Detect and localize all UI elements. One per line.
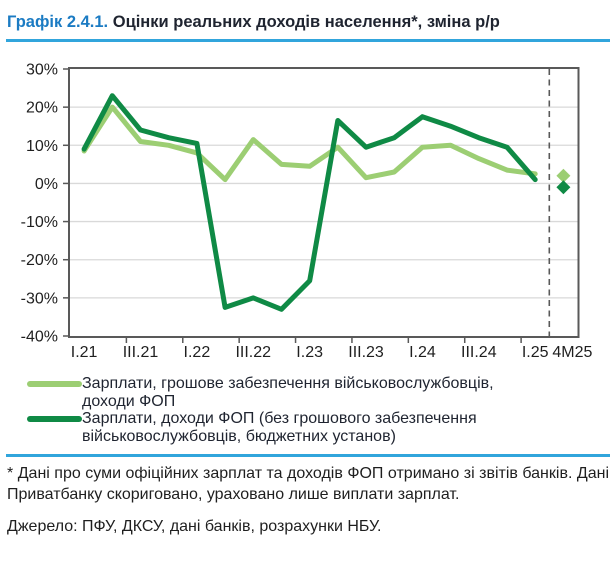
y-axis-label: 10% [26, 138, 58, 155]
y-axis-label: 0% [35, 176, 58, 193]
source-line: Джерело: ПФУ, ДКСУ, дані банків, розраху… [7, 518, 382, 535]
legend-item: Зарплати, грошове забезпечення військово… [27, 375, 616, 410]
x-axis-label: 4M25 [552, 344, 592, 361]
series-line-1 [81, 93, 538, 312]
footer-rule [6, 454, 610, 457]
y-axis-label: -20% [21, 252, 58, 269]
x-axis-label: III.21 [123, 344, 159, 361]
x-axis-label: III.22 [235, 344, 271, 361]
series-marker-0 [556, 168, 571, 183]
y-axis-label: 20% [26, 100, 58, 117]
x-axis-label: I.22 [184, 344, 211, 361]
plot-border [68, 67, 580, 338]
y-axis-label: -30% [21, 290, 58, 307]
legend-swatch-dark-green [27, 416, 82, 422]
title-rule [6, 39, 610, 42]
legend-label: Зарплати, доходи ФОП (без грошового забе… [82, 410, 477, 445]
figure-number: Графік 2.4.1. [7, 13, 109, 31]
x-axis-label: I.23 [296, 344, 323, 361]
x-axis-label: I.24 [409, 344, 436, 361]
legend: Зарплати, грошове забезпечення військово… [27, 375, 616, 445]
legend-item: Зарплати, доходи ФОП (без грошового забе… [27, 410, 616, 445]
chart: 30% 20% 10% 0% -10% -20% -30% -40% I.21 III.21 I.2… [21, 62, 593, 362]
legend-label: Зарплати, грошове забезпечення військово… [82, 375, 494, 410]
y-axis-label: 30% [26, 62, 58, 79]
x-axis-label: I.21 [71, 344, 98, 361]
figure-title-text: Оцінки реальних доходів населення*, змін… [112, 13, 500, 31]
legend-swatch-light-green [27, 381, 82, 387]
x-axis-label: III.24 [461, 344, 497, 361]
y-axis-label: -10% [21, 214, 58, 231]
y-axis-label: -40% [21, 329, 58, 346]
series-marker-1 [556, 180, 571, 195]
series-line-0 [81, 104, 538, 183]
page-title: Графік 2.4.1. Оцінки реальних доходів на… [7, 12, 609, 32]
footnote: * Дані про суми офіційних зарплат та дох… [7, 465, 609, 503]
x-axis-label: III.23 [348, 344, 384, 361]
x-axis-label: I.25 [522, 344, 549, 361]
